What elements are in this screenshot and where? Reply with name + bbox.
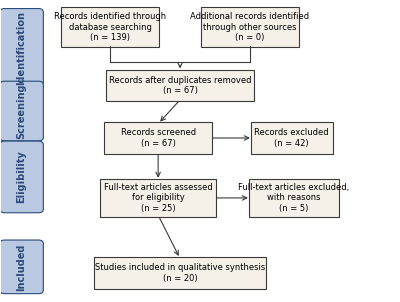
Text: Records identified through
database searching
(n = 139): Records identified through database sear… [54, 12, 166, 42]
Text: Records screened
(n = 67): Records screened (n = 67) [120, 128, 196, 148]
FancyBboxPatch shape [100, 179, 216, 217]
Text: Identification: Identification [17, 11, 27, 85]
Text: Records after duplicates removed
(n = 67): Records after duplicates removed (n = 67… [109, 76, 251, 95]
Text: Full-text articles assessed
for eligibility
(n = 25): Full-text articles assessed for eligibil… [104, 183, 212, 213]
FancyBboxPatch shape [249, 179, 338, 217]
FancyBboxPatch shape [104, 122, 212, 154]
FancyBboxPatch shape [106, 70, 254, 101]
FancyBboxPatch shape [251, 122, 332, 154]
Text: Full-text articles excluded,
with reasons
(n = 5): Full-text articles excluded, with reason… [238, 183, 349, 213]
Text: Studies included in qualitative synthesis
(n = 20): Studies included in qualitative synthesi… [95, 263, 265, 283]
Text: Included: Included [17, 243, 27, 291]
Text: Screening: Screening [17, 83, 27, 139]
FancyBboxPatch shape [201, 7, 299, 47]
FancyBboxPatch shape [0, 8, 43, 88]
FancyBboxPatch shape [0, 141, 43, 213]
Text: Additional records identified
through other sources
(n = 0): Additional records identified through ot… [190, 12, 309, 42]
Text: Eligibility: Eligibility [17, 151, 27, 203]
FancyBboxPatch shape [62, 7, 159, 47]
FancyBboxPatch shape [94, 257, 266, 289]
FancyBboxPatch shape [0, 240, 43, 294]
FancyBboxPatch shape [0, 81, 43, 141]
Text: Records excluded
(n = 42): Records excluded (n = 42) [254, 128, 329, 148]
